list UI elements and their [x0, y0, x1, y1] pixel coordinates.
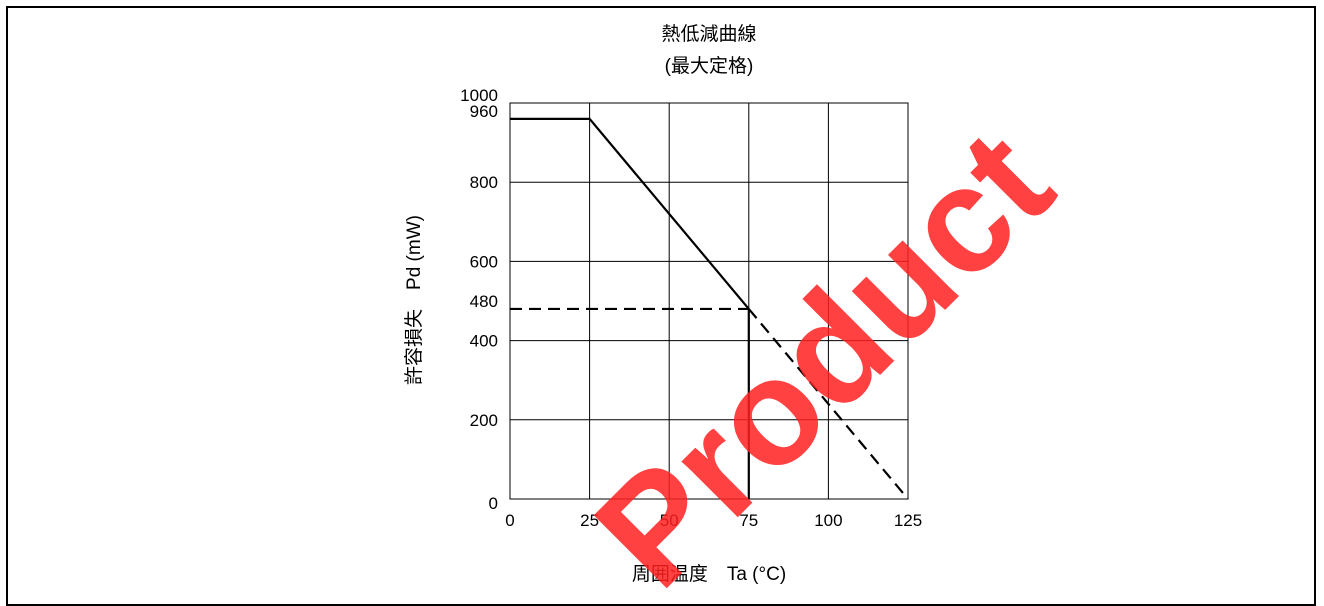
y-tick-label: 400	[470, 332, 498, 351]
y-tick-label: 600	[470, 252, 498, 271]
x-tick-label: 0	[505, 511, 514, 530]
y-tick-label: 0	[489, 494, 498, 513]
y-extra-tick-label: 960	[470, 102, 498, 121]
y-tick-label: 800	[470, 173, 498, 192]
x-tick-label: 125	[894, 511, 922, 530]
x-tick-label: 25	[580, 511, 599, 530]
chart-title: 熱低減曲線	[661, 23, 756, 45]
dashed-line	[747, 308, 909, 500]
x-tick-label: 100	[814, 511, 842, 530]
series-lines	[510, 117, 909, 500]
x-axis-label: 周囲温度 Ta (°C)	[632, 563, 786, 585]
y-tick-label: 200	[470, 411, 498, 430]
y-extra-tick-label: 480	[470, 292, 498, 311]
x-tick-label: 75	[739, 511, 758, 530]
derating-line	[510, 117, 750, 310]
y-axis-label: 許容損失 Pd (mW)	[403, 215, 425, 385]
plot-area	[509, 102, 909, 500]
y-tick-label: 1000	[460, 86, 498, 105]
x-tick-labels: 0 25 50 75 100 125	[505, 511, 922, 530]
chart-subtitle: (最大定格)	[665, 55, 754, 77]
x-tick-label: 50	[660, 511, 679, 530]
